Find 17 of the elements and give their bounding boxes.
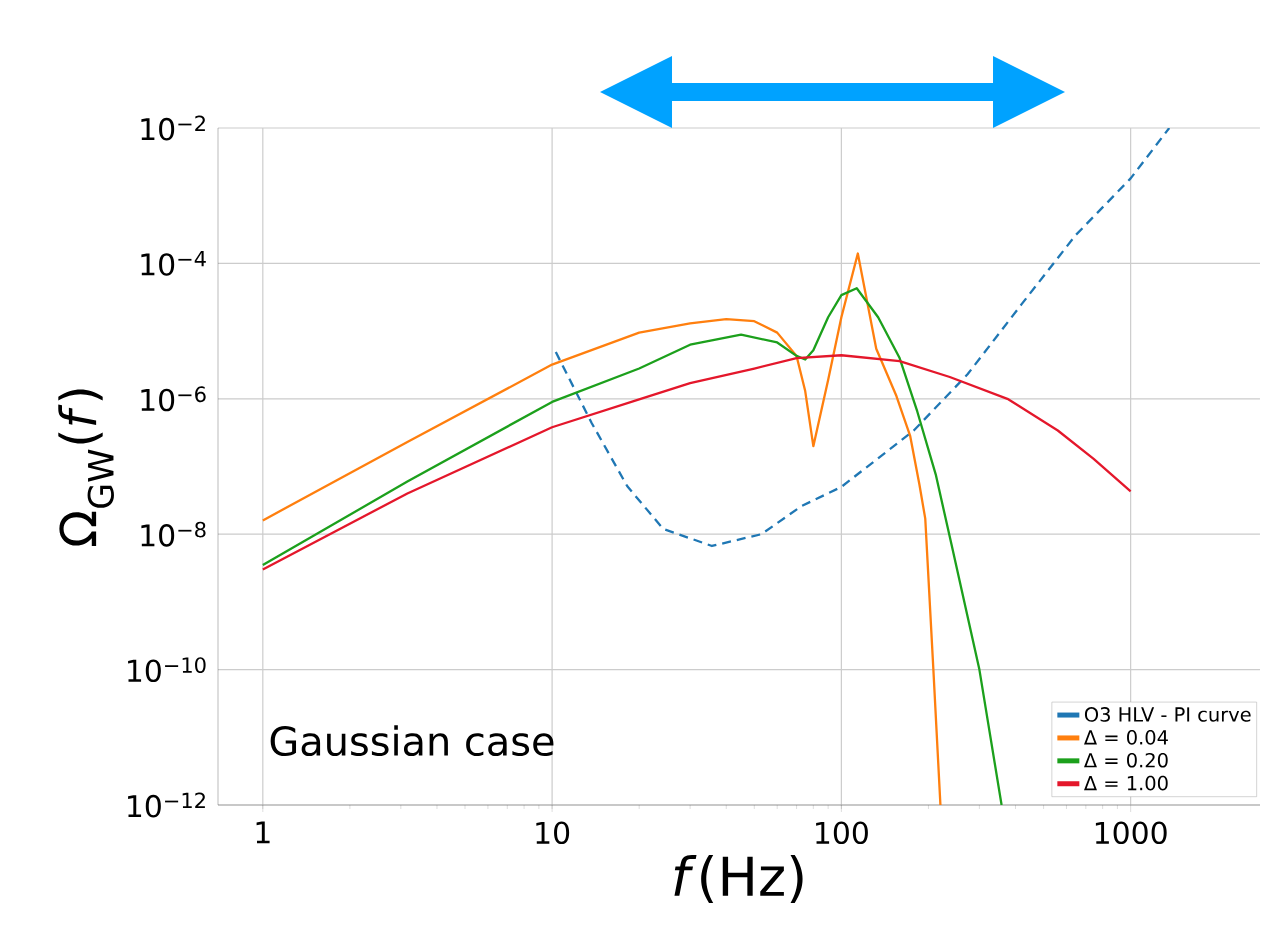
y-tick-label: 10$^{−6}$ (141, 386, 206, 412)
legend-label: Δ = 0.04 (1084, 729, 1168, 745)
y-tick-label: 10$^{−4}$ (141, 251, 206, 276)
x-tick-label: 1 (256, 821, 270, 844)
y-axis-title: Ω$_{GW}$(f) (58, 389, 114, 546)
x-tick-label: 100 (816, 821, 868, 845)
legend-label: O3 HLV - PI curve (1084, 707, 1251, 722)
x-axis-title: f(Hz) (674, 854, 803, 903)
annotation: Gaussian case (270, 725, 554, 757)
y-tick-label: 10$^{−10}$ (128, 657, 206, 683)
y-tick-label: 10$^{−12}$ (128, 792, 205, 818)
x-tick-label: 10 (536, 821, 570, 845)
x-tick-label: 1000 (1095, 821, 1167, 845)
legend-label: Δ = 1.00 (1084, 775, 1168, 791)
y-tick-label: 10$^{−8}$ (141, 521, 206, 547)
y-tick-label: 10$^{−2}$ (141, 115, 205, 141)
legend-label: Δ = 0.20 (1084, 752, 1168, 768)
